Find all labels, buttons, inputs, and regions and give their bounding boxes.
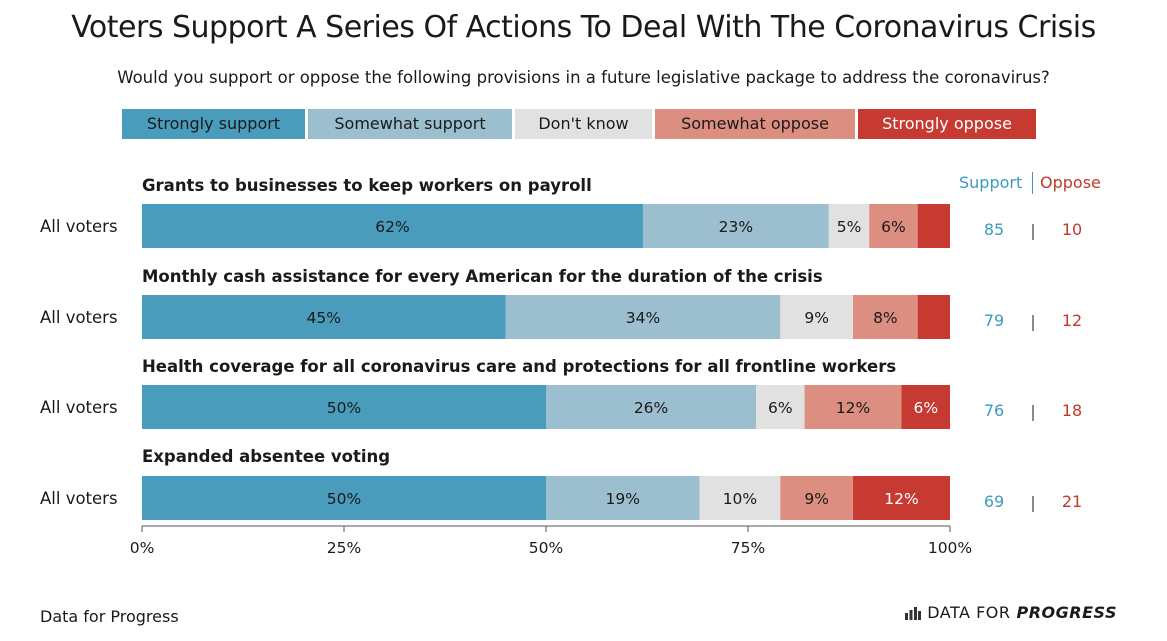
data-label: 19%: [606, 490, 640, 508]
bar-segment: [142, 476, 546, 520]
bar-segment: [546, 476, 700, 520]
support-total: 79: [984, 311, 1004, 330]
data-label: 26%: [634, 399, 668, 417]
legend-item-somewhat-support: Somewhat support: [308, 109, 512, 139]
logo-text-light: DATA FOR: [927, 603, 1011, 622]
logo-text-bold: PROGRESS: [1016, 603, 1117, 622]
group-label: All voters: [40, 217, 118, 236]
data-label: 45%: [307, 309, 341, 327]
question-label: Health coverage for all coronavirus care…: [142, 357, 896, 376]
bar-segment: [780, 295, 854, 339]
bar-segment: [642, 204, 829, 248]
group-label: All voters: [40, 308, 118, 327]
data-label: 5%: [837, 218, 862, 236]
stacked-bar-chart: Grants to businesses to keep workers on …: [40, 176, 1082, 557]
bar-segment: [828, 204, 870, 248]
bar-segment: [853, 476, 950, 520]
question-label: Expanded absentee voting: [142, 447, 390, 466]
bar-segment: [699, 476, 781, 520]
legend-item-somewhat-oppose: Somewhat oppose: [655, 109, 855, 139]
data-label: 23%: [719, 218, 753, 236]
bar-segment: [142, 385, 546, 429]
data-label: 12%: [884, 490, 918, 508]
oppose-total: 21: [1062, 492, 1082, 511]
bar-segment: [901, 385, 950, 429]
oppose-total: 18: [1062, 401, 1082, 420]
bar-segment: [546, 385, 757, 429]
support-total: 76: [984, 401, 1004, 420]
group-label: All voters: [40, 398, 118, 417]
bar-segment: [142, 204, 643, 248]
data-label: 6%: [881, 218, 906, 236]
bar-segment: [756, 385, 805, 429]
bar-segment: [917, 204, 950, 248]
legend-item-strongly-oppose: Strongly oppose: [858, 109, 1036, 139]
question-label: Grants to businesses to keep workers on …: [142, 176, 592, 195]
legend-item-strongly-support: Strongly support: [122, 109, 305, 139]
x-tick-label: 25%: [327, 539, 361, 557]
group-label: All voters: [40, 489, 118, 508]
x-tick-label: 100%: [928, 539, 972, 557]
data-label: 62%: [375, 218, 409, 236]
brand-logo: DATA FOR PROGRESS: [905, 603, 1117, 622]
data-label: 50%: [327, 399, 361, 417]
question-label: Monthly cash assistance for every Americ…: [142, 267, 823, 286]
support-header: Support: [959, 173, 1023, 192]
bar-segment: [917, 295, 950, 339]
bar-segment: [505, 295, 781, 339]
bar-segment: [853, 295, 918, 339]
legend: Strongly support Somewhat support Don't kn…: [122, 109, 1039, 139]
oppose-header: Oppose: [1040, 173, 1101, 192]
bar-chart-icon: [905, 606, 922, 620]
bar-segment: [780, 476, 854, 520]
data-label: 9%: [804, 490, 829, 508]
data-label: 8%: [873, 309, 898, 327]
chart-subtitle: Would you support or oppose the followin…: [117, 68, 1050, 87]
chart-title: Voters Support A Series Of Actions To De…: [71, 10, 1096, 45]
data-label: 12%: [836, 399, 870, 417]
bar-segment: [869, 204, 918, 248]
x-tick-label: 75%: [731, 539, 765, 557]
bar-segment: [804, 385, 902, 429]
x-tick-label: 50%: [529, 539, 563, 557]
support-total: 69: [984, 492, 1004, 511]
data-label: 9%: [804, 309, 829, 327]
footer-source: Data for Progress: [40, 607, 179, 626]
header-divider: [1032, 172, 1033, 194]
support-total: 85: [984, 220, 1004, 239]
oppose-total: 12: [1062, 311, 1082, 330]
oppose-total: 10: [1062, 220, 1082, 239]
x-tick-label: 0%: [130, 539, 155, 557]
bar-segment: [142, 295, 506, 339]
data-label: 34%: [626, 309, 660, 327]
data-label: 10%: [723, 490, 757, 508]
data-label: 6%: [768, 399, 793, 417]
data-label: 6%: [913, 399, 938, 417]
data-label: 50%: [327, 490, 361, 508]
legend-item-don-t-know: Don't know: [515, 109, 652, 139]
